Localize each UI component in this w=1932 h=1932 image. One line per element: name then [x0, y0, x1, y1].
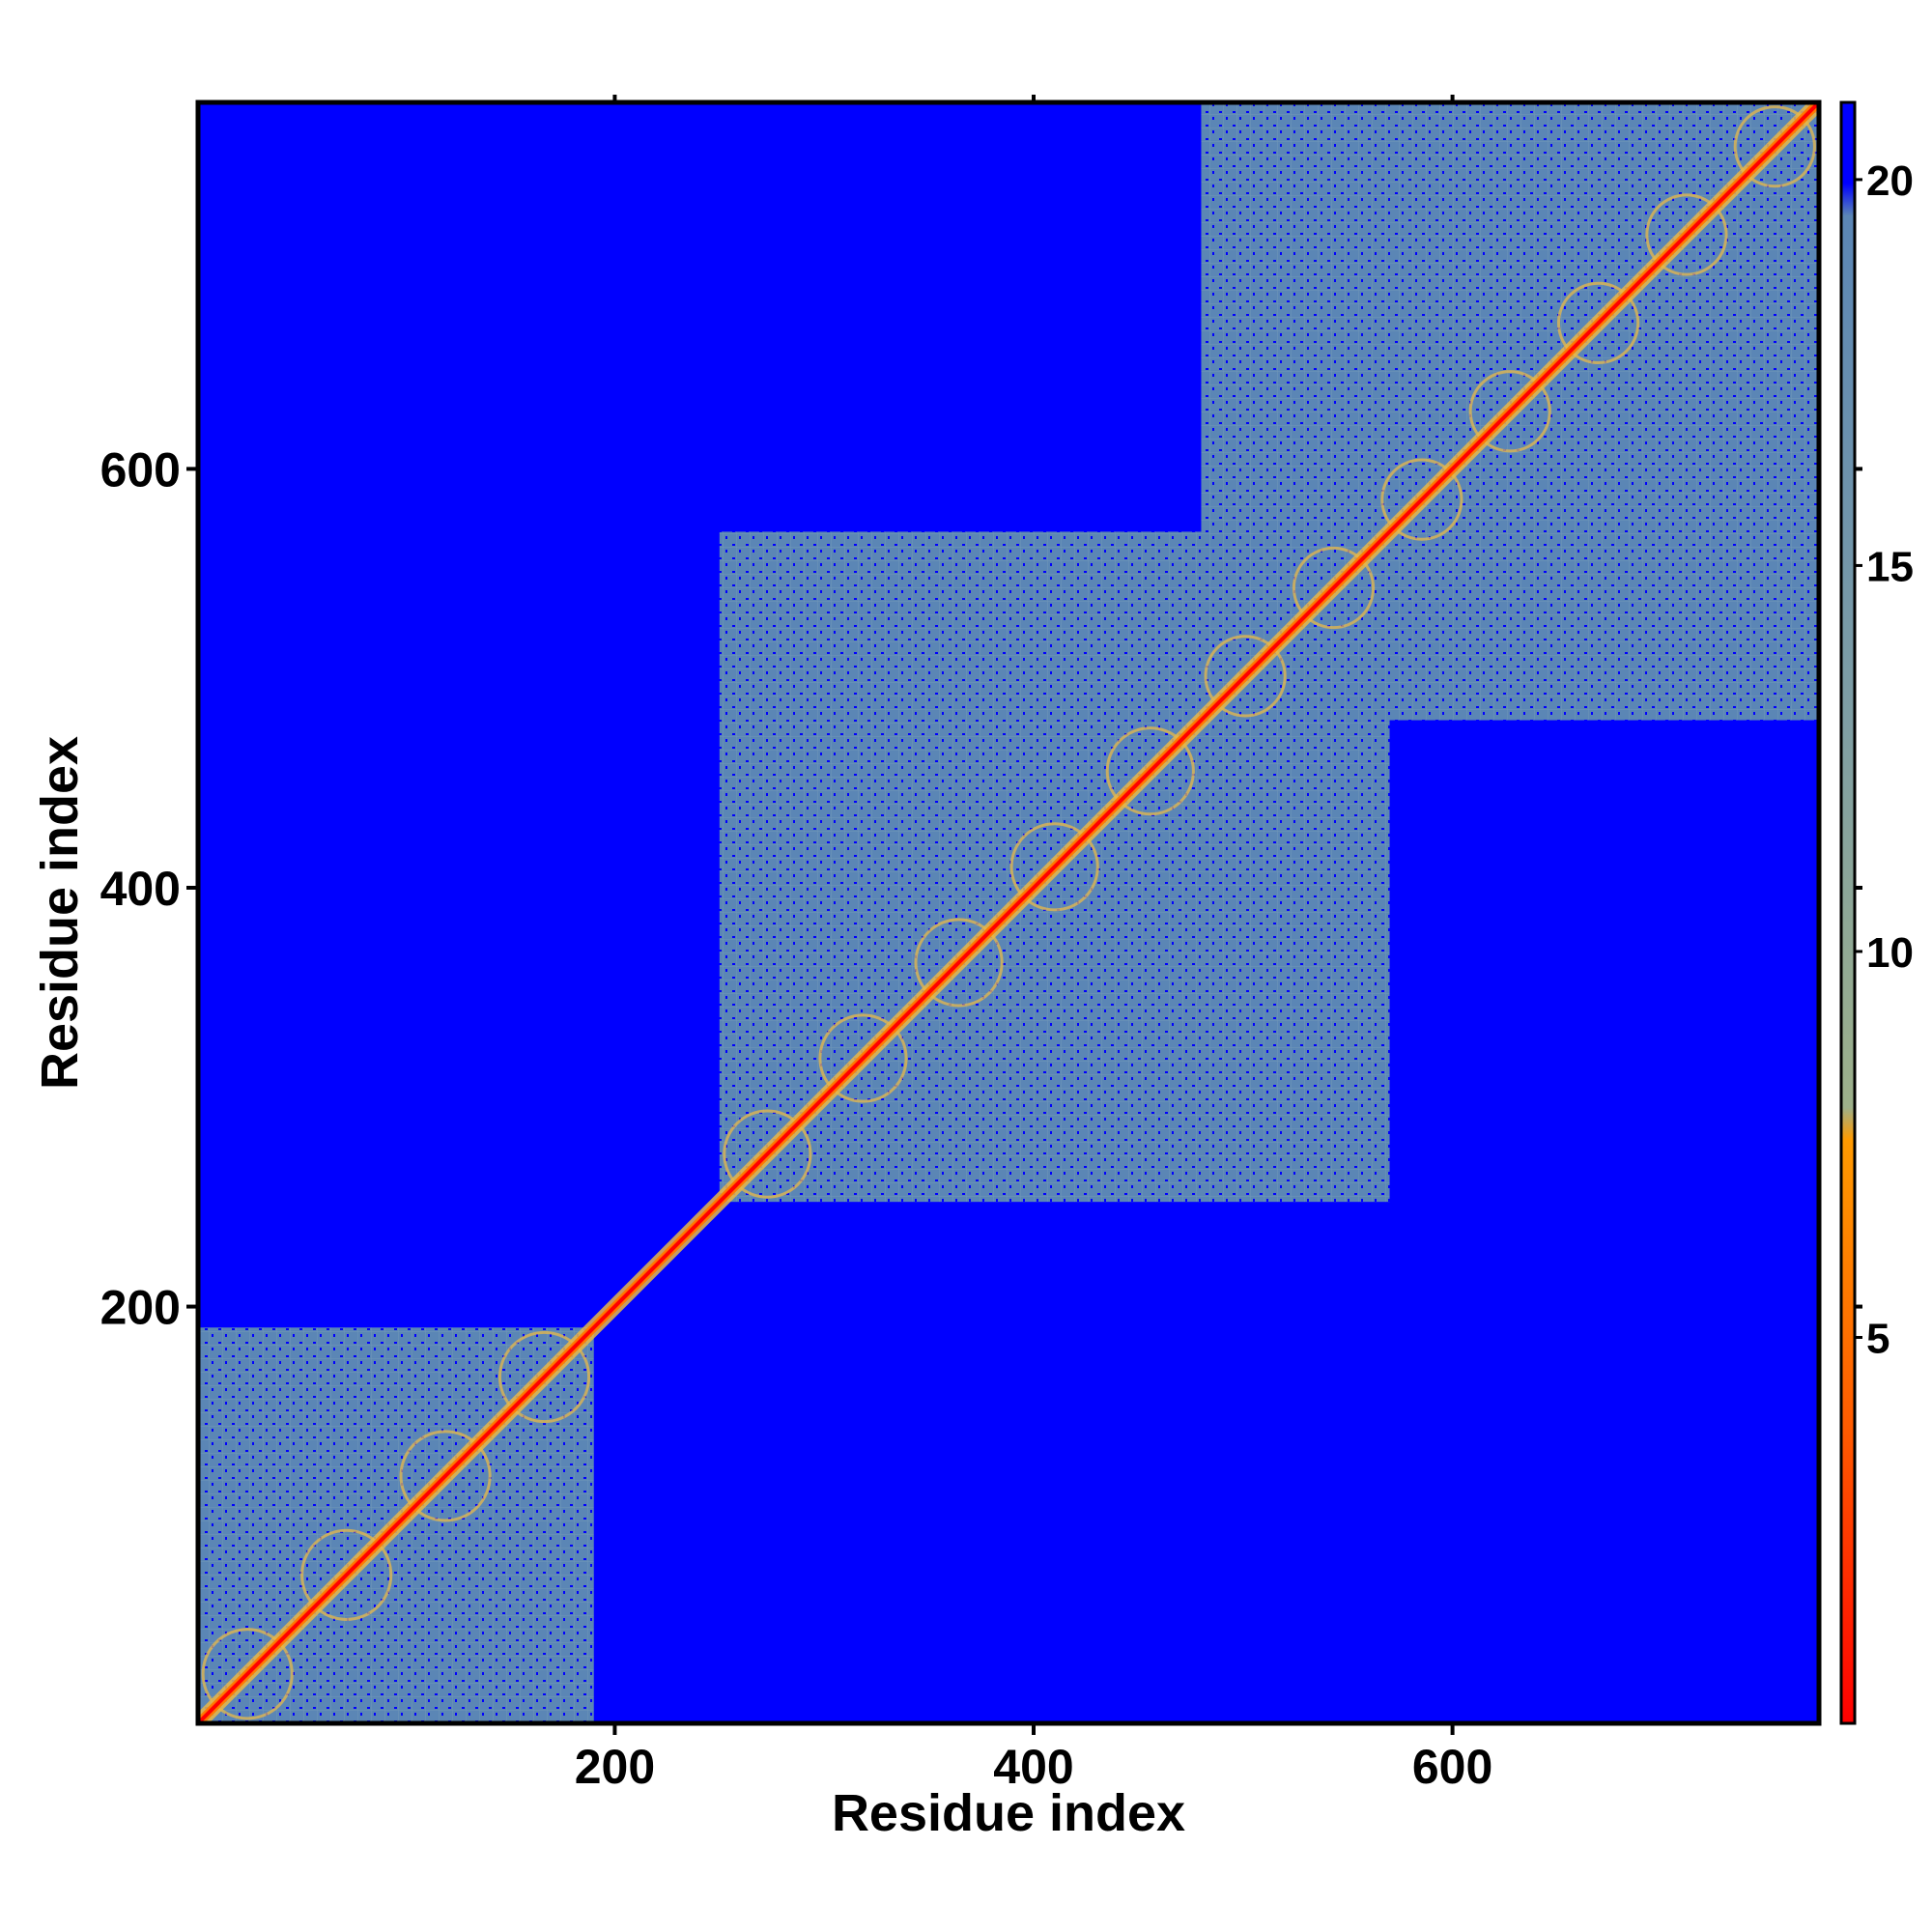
- domain-contact-ring: [1468, 370, 1551, 453]
- colorbar-tick-label: 15: [1866, 543, 1914, 590]
- domain-contact-ring: [1556, 281, 1640, 365]
- colorbar-tick-label: 5: [1866, 1315, 1889, 1362]
- x-tick-label: 600: [1412, 1740, 1492, 1794]
- domain-contact-ring: [1204, 635, 1287, 718]
- domain-contact-ring: [399, 1430, 492, 1522]
- colorbar-tick-label: 20: [1866, 157, 1914, 205]
- colorbar-gradient: [1839, 100, 1857, 1725]
- domain-contact-ring: [300, 1528, 393, 1621]
- x-tick-label: 200: [575, 1740, 655, 1794]
- domain-contact-ring: [1292, 546, 1376, 630]
- colorbar: 5 10 15 20: [1839, 100, 1914, 1725]
- plot-area: [195, 99, 1822, 1726]
- y-axis: 200 400 600: [100, 442, 1862, 1335]
- x-axis: 200 400 600: [575, 95, 1492, 1794]
- domain-contact-ring: [723, 1109, 812, 1199]
- colorbar-tick-label: 10: [1866, 929, 1914, 977]
- domain-contact-ring: [1380, 458, 1463, 541]
- domain-contact-ring: [1733, 105, 1816, 188]
- y-tick-label: 400: [100, 862, 181, 916]
- x-axis-title: Residue index: [832, 1784, 1185, 1842]
- domain-contact-ring: [497, 1330, 591, 1424]
- domain-contact-ring: [1645, 193, 1728, 276]
- domain-contact-ring: [914, 918, 1004, 1008]
- contact-diagonal: [198, 102, 1819, 1723]
- y-tick-label: 200: [100, 1281, 181, 1335]
- y-tick-label: 600: [100, 442, 181, 497]
- domain-contact-ring: [1009, 822, 1099, 912]
- domain-contact-ring: [818, 1013, 908, 1103]
- plot-frame: [195, 99, 1822, 1726]
- x-tick-label: 400: [993, 1740, 1073, 1794]
- domain-contact-ring: [201, 1628, 294, 1720]
- diagonal-core: [198, 102, 1819, 1723]
- domain-contact-ring: [1105, 726, 1195, 816]
- colorbar-ticks: 5 10 15 20: [1855, 157, 1914, 1362]
- y-axis-title: Residue index: [31, 736, 89, 1090]
